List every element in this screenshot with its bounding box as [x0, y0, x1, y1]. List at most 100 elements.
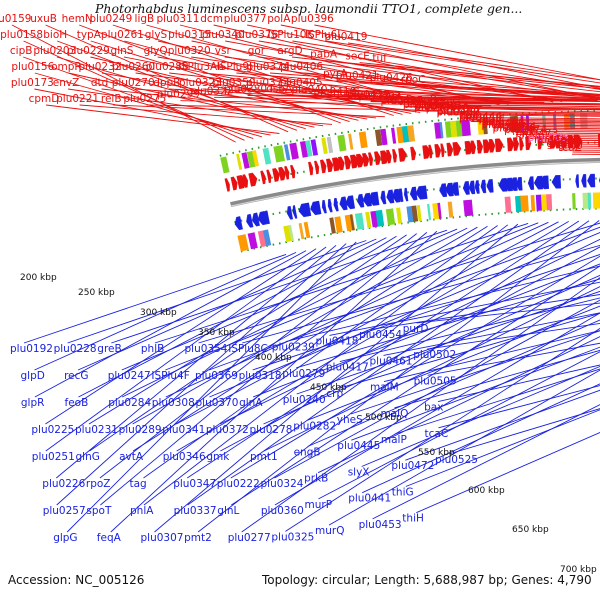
- forward-strand-track: [224, 133, 600, 192]
- leader-line-reverse: [296, 290, 600, 395]
- gene-label-forward: secE: [345, 51, 369, 63]
- gene-label-forward: rpoC: [401, 74, 426, 86]
- kbp-tick-label: 650 kbp: [512, 525, 549, 535]
- gene-label-reverse: thiH: [402, 513, 424, 525]
- gene-label-forward: malG: [433, 96, 461, 108]
- gene-label-reverse: plu0308: [152, 397, 195, 409]
- feature-arrow: [343, 155, 352, 170]
- kbp-tick-label: 300 kbp: [140, 308, 177, 318]
- leader-line-forward: [415, 85, 600, 98]
- gene-label-forward: plu0232: [79, 61, 122, 73]
- gene-label-reverse: bax: [424, 402, 443, 414]
- feature-arrow: [510, 177, 518, 192]
- leader-line-reverse: [252, 263, 600, 398]
- leader-line-forward: [135, 88, 430, 112]
- gene-label-forward: plu0173: [11, 77, 54, 89]
- leader-line-forward: [426, 110, 600, 114]
- cog-stripe: [298, 222, 305, 240]
- gene-label-forward: nusG: [333, 87, 360, 99]
- leader-line-reverse: [209, 232, 600, 398]
- gene-label-forward: vsr: [215, 45, 232, 57]
- gene-label-reverse: plu0240: [283, 394, 326, 406]
- gene-label-reverse: plu0337: [174, 505, 217, 517]
- cog-stripe: [237, 234, 249, 252]
- cog-stripe: [427, 203, 432, 221]
- feature-arrow: [551, 174, 562, 189]
- leader-line-reverse: [67, 240, 367, 344]
- gene-label-forward: plu0474: [504, 124, 547, 136]
- leader-line-reverse: [263, 286, 600, 452]
- leader-line-forward: [11, 24, 236, 143]
- leader-line-forward: [403, 106, 600, 110]
- leader-line-forward: [101, 72, 368, 120]
- leader-line-reverse: [416, 432, 600, 514]
- cog-stripe: [587, 192, 592, 209]
- feature-arrow: [480, 179, 487, 194]
- gene-label-forward: relB: [101, 93, 122, 105]
- gene-label-reverse: glnL: [217, 505, 239, 517]
- leader-line-forward: [505, 128, 600, 131]
- leader-line-reverse: [263, 274, 600, 425]
- feature-arrow: [581, 174, 587, 188]
- gene-label-reverse: plu0454: [359, 329, 402, 341]
- gene-label-reverse: greB: [97, 343, 121, 355]
- feature-tracks: [220, 112, 600, 252]
- leader-line-forward: [247, 24, 600, 100]
- leader-line-reverse: [394, 368, 600, 435]
- gene-label-forward: plu0380: [224, 84, 267, 96]
- leader-line-reverse: [351, 346, 600, 441]
- gene-label-reverse: murQ: [315, 525, 344, 537]
- gene-label-forward: plu0158: [0, 29, 43, 41]
- leader-line-reverse: [111, 229, 448, 344]
- feature-arrow: [446, 142, 454, 157]
- feature-arrow: [494, 138, 504, 153]
- feature-arrow: [440, 143, 445, 158]
- gene-label-forward: plu0221: [56, 93, 99, 105]
- gene-label-forward: slyD: [391, 94, 414, 106]
- leader-line-forward: [292, 40, 600, 90]
- leader-line-forward: [303, 88, 600, 99]
- gene-label-forward: plu0249: [89, 13, 132, 25]
- leader-line-forward: [191, 56, 518, 105]
- feature-arrow: [248, 172, 258, 187]
- gene-label-reverse: glpG: [53, 532, 77, 544]
- gene-label-forward: plu0320: [168, 45, 211, 57]
- gene-label-reverse: plu0453: [359, 519, 402, 531]
- gene-label-forward: plu0156: [11, 61, 54, 73]
- gene-label-forward: plu0463: [493, 121, 536, 133]
- leader-line-reverse: [122, 227, 468, 398]
- cog-stripe: [580, 112, 588, 129]
- leader-line-forward: [325, 40, 600, 84]
- leader-line-reverse: [427, 342, 600, 376]
- reverse-cog-track: [237, 192, 600, 252]
- gene-label-forward: plu0421: [336, 70, 379, 82]
- leader-line-reverse: [208, 226, 600, 371]
- gene-label-reverse: phlB: [141, 343, 164, 355]
- cog-stripe: [461, 119, 471, 137]
- feature-arrow: [409, 186, 418, 201]
- feature-arrow: [486, 179, 494, 193]
- feature-arrow: [286, 205, 294, 220]
- cog-stripe: [439, 122, 444, 139]
- gene-label-forward: ISPlu10K: [267, 29, 314, 41]
- cog-stripe: [299, 141, 308, 158]
- gene-label-forward: plu0426: [370, 72, 413, 84]
- leader-line-forward: [459, 118, 600, 121]
- cog-stripe: [334, 216, 343, 233]
- gene-label-forward: glyS: [145, 29, 168, 41]
- leader-line-reverse: [198, 222, 600, 344]
- gene-label-forward: plu0373: [246, 77, 289, 89]
- gene-label-reverse: malM: [370, 382, 399, 394]
- guide-ring-0: [219, 109, 600, 157]
- cog-stripe: [241, 152, 250, 169]
- cog-stripe: [283, 144, 291, 161]
- cog-stripe: [303, 221, 311, 239]
- cog-stripe: [504, 196, 512, 213]
- cog-stripe: [365, 211, 372, 229]
- gene-label-reverse: purD: [403, 323, 429, 335]
- gene-label-forward: pyrA: [323, 68, 348, 80]
- cog-stripe: [354, 212, 365, 230]
- feature-arrow: [398, 147, 407, 162]
- leader-line-forward: [437, 111, 600, 115]
- gene-label-forward: plu0410: [313, 86, 356, 98]
